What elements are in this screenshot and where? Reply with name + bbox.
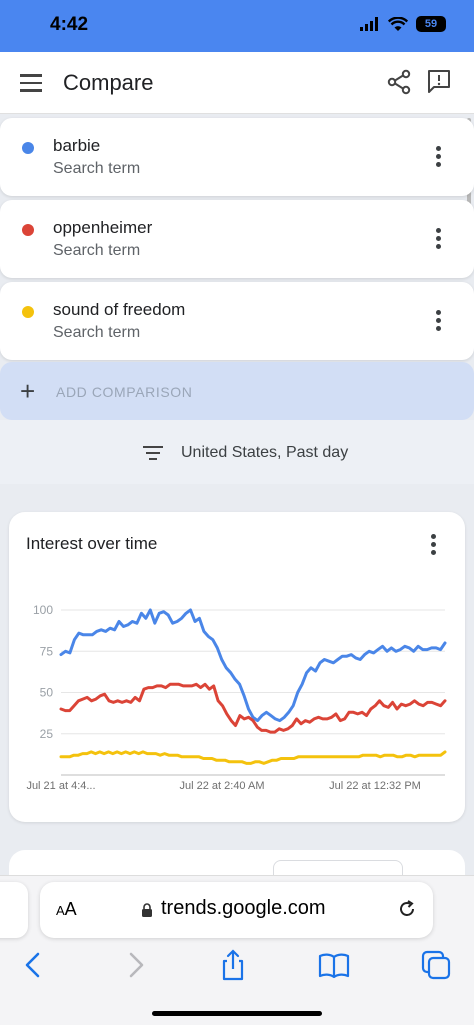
home-indicator <box>152 1011 322 1016</box>
chart-more-options-icon[interactable] <box>431 534 437 556</box>
y-tick-label: 50 <box>40 686 54 700</box>
series-color-dot <box>22 306 34 318</box>
term-card-oppenheimer[interactable]: oppenheimer Search term <box>0 200 474 278</box>
more-options-icon[interactable] <box>436 228 442 250</box>
feedback-icon[interactable] <box>426 68 452 94</box>
series-line-barbie <box>59 608 447 723</box>
interest-chart: 100 75 50 25 Jul 21 at 4:4... Jul 22 at 2:40 … <box>26 603 447 792</box>
x-tick-label: Jul 21 at 4:4... <box>26 780 95 792</box>
address-bar[interactable]: AA trends.google.com <box>40 882 433 938</box>
term-type: Search term <box>53 242 141 259</box>
term-type: Search term <box>53 324 141 341</box>
share-sheet-icon[interactable] <box>216 948 250 982</box>
y-tick-label: 25 <box>40 727 54 741</box>
term-name: oppenheimer <box>53 218 153 237</box>
term-card-sound-of-freedom[interactable]: sound of freedom Search term <box>0 282 474 360</box>
term-type: Search term <box>53 160 141 177</box>
add-comparison-button[interactable]: + ADD COMPARISON <box>0 362 474 420</box>
more-options-icon[interactable] <box>436 310 442 332</box>
filter-text: United States, Past day <box>181 444 349 461</box>
x-tick-label: Jul 22 at 12:32 PM <box>329 780 421 792</box>
interest-over-time-card: Interest over time 100 75 50 25 Jul 21 at 4:… <box>9 512 465 822</box>
previous-tab-pill[interactable] <box>0 882 28 938</box>
series-line-oppenheimer <box>59 682 447 734</box>
filter-row[interactable]: United States, Past day <box>0 420 474 484</box>
y-tick-label: 100 <box>33 603 53 617</box>
y-tick-label: 75 <box>40 644 54 658</box>
plus-icon: + <box>20 376 36 406</box>
wifi-icon <box>388 16 408 31</box>
reader-aa-icon[interactable]: AA <box>56 899 77 919</box>
browser-toolbar: AA trends.google.com <box>0 875 474 1025</box>
series-color-dot <box>22 224 34 236</box>
lock-icon <box>142 903 152 917</box>
app-bar: Compare <box>0 52 474 114</box>
term-name: barbie <box>53 136 101 155</box>
status-bar: 4:42 59 <box>0 0 474 52</box>
x-tick-label: Jul 22 at 2:40 AM <box>180 780 265 792</box>
forward-icon[interactable] <box>118 948 152 982</box>
series-line-sound-of-freedom <box>59 750 447 765</box>
url-text: trends.google.com <box>161 897 326 919</box>
series-color-dot <box>22 142 34 154</box>
reload-icon[interactable] <box>396 898 418 920</box>
signal-icon <box>360 17 378 31</box>
menu-icon[interactable] <box>20 74 42 92</box>
battery-icon: 59 <box>416 16 446 32</box>
bookmarks-icon[interactable] <box>317 948 351 982</box>
term-name: sound of freedom <box>53 300 186 319</box>
status-icons: 59 <box>360 16 446 32</box>
more-options-icon[interactable] <box>436 146 442 168</box>
chart-title: Interest over time <box>26 534 158 553</box>
page-title: Compare <box>63 70 154 95</box>
add-comparison-label: ADD COMPARISON <box>56 384 193 400</box>
status-time: 4:42 <box>50 14 89 35</box>
back-icon[interactable] <box>17 948 51 982</box>
tabs-icon[interactable] <box>419 948 453 982</box>
term-card-barbie[interactable]: barbie Search term <box>0 118 474 196</box>
filter-icon <box>143 446 163 462</box>
share-icon[interactable] <box>385 68 413 96</box>
